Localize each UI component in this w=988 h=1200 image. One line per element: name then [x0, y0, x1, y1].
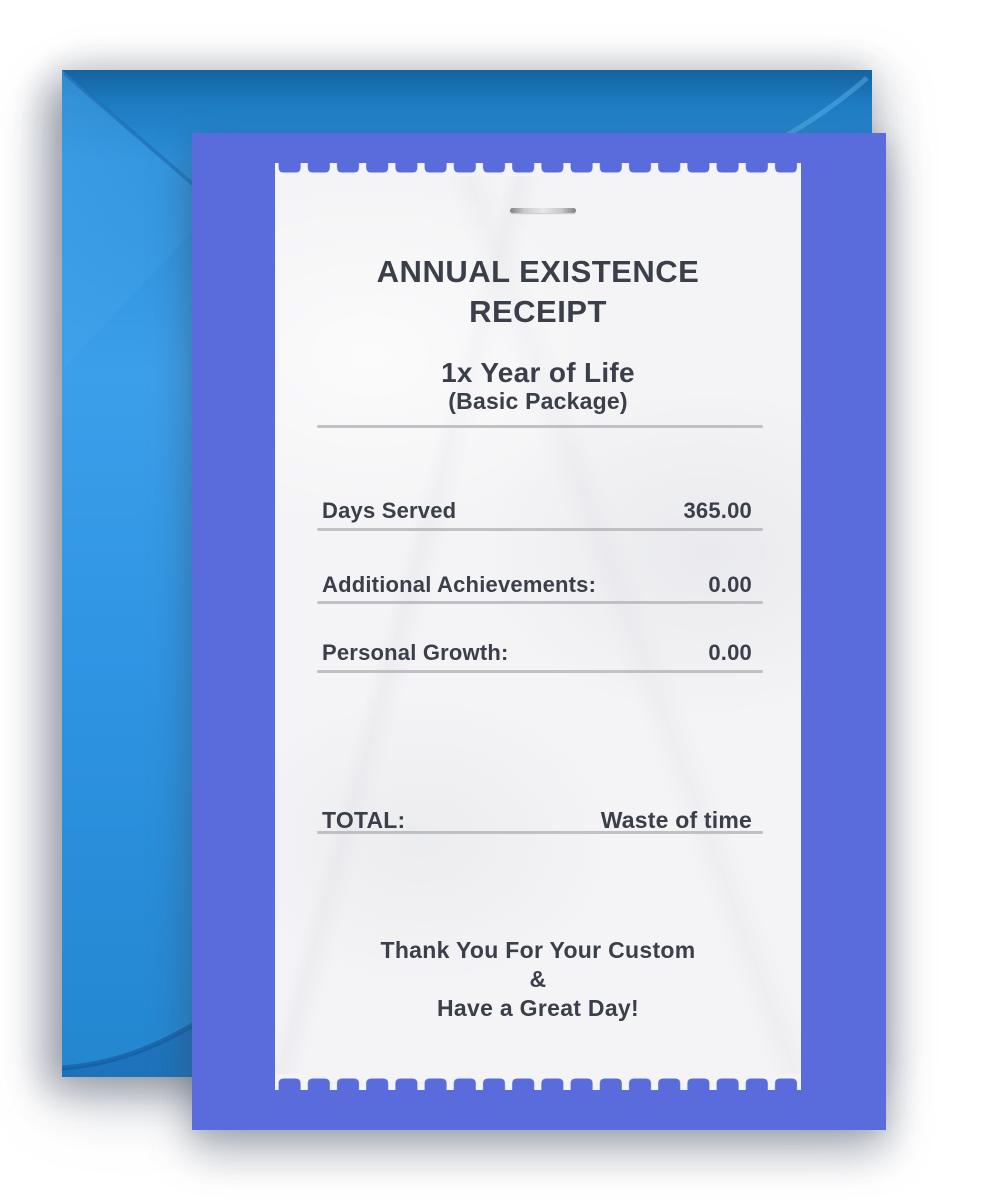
envelope-flap-sheen: [62, 70, 217, 370]
receipt-title-line1: ANNUAL EXISTENCE: [376, 254, 700, 289]
total-value: Waste of time: [600, 807, 752, 833]
item-label: Days Served: [322, 498, 457, 523]
item-row: Additional Achievements: 0.00: [322, 570, 752, 600]
receipt-footer: Thank You For Your Custom & Have a Great…: [275, 936, 801, 1023]
scalloped-bottom-edge: [275, 1074, 801, 1090]
scalloped-top-edge: [275, 163, 801, 176]
item-label: Personal Growth:: [322, 640, 509, 665]
item-rule: [317, 528, 763, 531]
item-row: Personal Growth: 0.00: [322, 638, 752, 668]
footer-line-2: &: [529, 966, 547, 992]
footer-line-1: Thank You For Your Custom: [380, 937, 696, 963]
envelope-bottom-flap: [62, 1018, 204, 1077]
item-value: 0.00: [708, 640, 752, 665]
item-value: 365.00: [683, 498, 752, 523]
receipt-paper: ANNUAL EXISTENCE RECEIPT 1x Year of Life…: [275, 176, 801, 1074]
item-rule: [317, 601, 763, 604]
envelope-bottom-crease: [62, 1015, 206, 1071]
staple-icon: [510, 208, 576, 213]
greeting-card: ANNUAL EXISTENCE RECEIPT 1x Year of Life…: [192, 133, 886, 1130]
total-label: TOTAL:: [322, 807, 406, 833]
footer-line-3: Have a Great Day!: [437, 995, 639, 1021]
divider-rule: [317, 425, 763, 428]
total-rule: [317, 831, 763, 834]
receipt: ANNUAL EXISTENCE RECEIPT 1x Year of Life…: [275, 163, 801, 1090]
product-line: 1x Year of Life: [441, 357, 635, 388]
item-label: Additional Achievements:: [322, 572, 597, 597]
receipt-title-line2: RECEIPT: [469, 294, 607, 329]
item-rule: [317, 670, 763, 673]
receipt-title: ANNUAL EXISTENCE RECEIPT: [275, 252, 801, 332]
item-value: 0.00: [708, 572, 752, 597]
item-row: Days Served 365.00: [322, 496, 752, 526]
total-row: TOTAL: Waste of time: [322, 805, 752, 835]
product-subline: (Basic Package): [448, 388, 628, 414]
